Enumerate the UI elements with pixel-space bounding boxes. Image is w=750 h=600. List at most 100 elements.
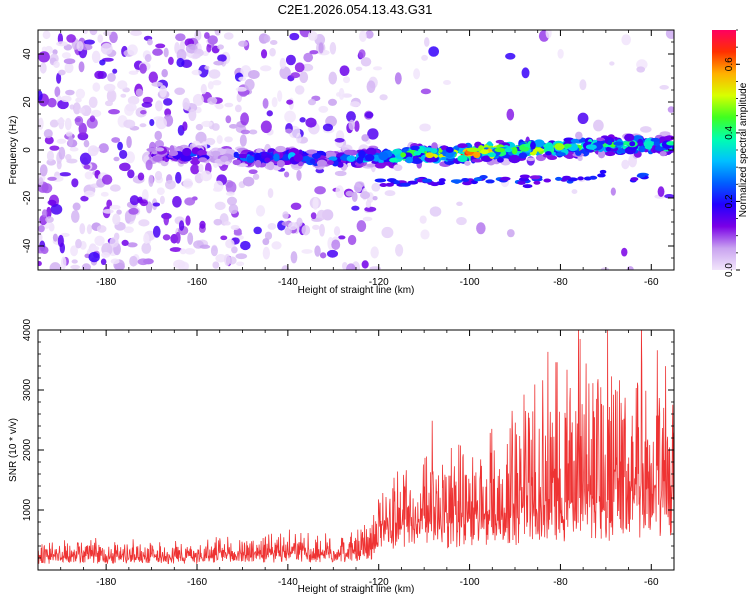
spectrogram-echo-blob <box>636 173 646 178</box>
spectrogram-noise-blob <box>362 216 373 222</box>
spectrogram-noise-blob <box>60 256 67 270</box>
spectrogram-noise-blob <box>217 54 227 62</box>
spectrogram-signal-blob <box>261 151 268 157</box>
spectrogram-noise-blob <box>81 263 91 270</box>
y-tick-label: 2000 <box>22 438 33 461</box>
spectrogram-noise-blob <box>476 222 486 235</box>
spectrogram-signal-blob <box>238 153 247 159</box>
x-tick-label: -80 <box>553 277 568 288</box>
spectrogram-signal-blob <box>410 145 420 151</box>
spectrogram-noise-blob <box>121 239 129 246</box>
x-tick-label: -120 <box>369 577 389 588</box>
spectrogram-noise-blob <box>224 136 233 143</box>
spectrogram-noise-blob <box>354 181 365 188</box>
spectrogram-noise-blob <box>299 117 306 123</box>
spectrogram-noise-blob <box>309 50 319 55</box>
spectrogram-noise-blob <box>110 258 120 264</box>
spectrogram-noise-blob <box>579 79 587 91</box>
spectrogram-noise-blob <box>119 162 131 172</box>
spectrogram-noise-blob <box>234 104 242 113</box>
spectrogram-noise-blob <box>657 186 665 197</box>
spectrogram-echo-blob <box>421 178 433 183</box>
x-tick-label: -140 <box>278 577 298 588</box>
spectrogram-noise-blob <box>318 105 329 113</box>
spectrogram-noise-blob <box>139 63 147 74</box>
spectrogram-noise-blob <box>190 164 200 175</box>
spectrogram-noise-blob <box>327 98 338 106</box>
spectrogram-noise-blob <box>195 131 207 144</box>
spectrogram-noise-blob <box>360 57 372 67</box>
spectrogram-noise-blob <box>116 209 122 215</box>
y-tick-label: 3000 <box>22 378 33 401</box>
spectrogram-echo-blob <box>473 177 483 182</box>
spectrogram-noise-blob <box>97 34 104 43</box>
spectrogram-noise-blob <box>65 153 72 161</box>
spectrogram-noise-blob <box>577 112 589 125</box>
spectrogram-signal-blob <box>306 149 318 155</box>
spectrogram-echo-blob <box>589 175 598 180</box>
spectrogram-signal-blob <box>180 154 192 162</box>
spectrogram-noise-blob <box>365 30 374 39</box>
spectrogram-noise-blob <box>223 221 231 226</box>
spectrogram-signal-blob <box>337 161 344 168</box>
spectrogram-noise-blob <box>600 267 610 270</box>
spectrogram-signal-blob <box>563 143 572 148</box>
spectrogram-noise-blob <box>182 121 188 132</box>
spectrogram-noise-blob <box>155 117 167 130</box>
spectrogram-echo-blob <box>562 175 571 180</box>
spectrogram-noise-blob <box>314 245 321 257</box>
spectrogram-noise-blob <box>640 126 652 133</box>
spectrogram-noise-blob <box>109 184 121 192</box>
spectrogram-noise-blob <box>217 44 224 50</box>
spectrogram-noise-blob <box>305 117 317 128</box>
spectrogram-noise-blob <box>299 71 309 84</box>
spectrogram-signal-blob <box>495 139 505 144</box>
spectrogram-signal-blob <box>473 151 481 159</box>
spectrogram-noise-blob <box>130 30 143 37</box>
spectrogram-noise-blob <box>212 79 222 86</box>
spectrogram-noise-blob <box>267 188 274 199</box>
spectrogram-noise-blob <box>364 206 377 212</box>
spectrogram-noise-blob <box>90 245 100 251</box>
spectrogram-noise-blob <box>72 202 81 211</box>
spectrogram-noise-blob <box>226 196 238 206</box>
spectrogram-noise-blob <box>135 88 144 97</box>
spectrogram-noise-blob <box>58 146 66 160</box>
spectrogram-noise-blob <box>112 213 121 226</box>
spectrogram-noise-blob <box>47 176 57 181</box>
spectrogram-noise-blob <box>421 54 429 61</box>
spectrogram-signal-blob <box>197 149 207 156</box>
spectrogram-signal-blob <box>425 152 434 159</box>
spectrogram-noise-blob <box>182 97 190 111</box>
spectrogram-noise-blob <box>38 232 43 243</box>
spectrogram-noise-blob <box>174 87 186 96</box>
spectrogram-noise-blob <box>233 231 243 236</box>
colorbar-gradient <box>712 30 736 270</box>
spectrogram-signal-blob <box>393 164 403 172</box>
spectrogram-noise-blob <box>312 197 319 210</box>
spectrogram-noise-blob <box>188 108 197 122</box>
spectrogram-noise-blob <box>220 235 228 241</box>
spectrogram-noise-blob <box>238 76 247 82</box>
spectrogram-signal-blob <box>198 157 208 163</box>
spectrogram-y-label: Frequency (Hz) <box>8 116 19 185</box>
spectrogram-noise-blob <box>41 183 53 194</box>
spectrogram-signal-blob <box>496 157 504 163</box>
spectrogram-noise-blob <box>91 147 101 153</box>
spectrogram-noise-blob <box>38 177 44 186</box>
spectrogram-noise-blob <box>140 110 147 115</box>
spectrogram-noise-blob <box>228 203 239 215</box>
spectrogram-noise-blob <box>38 90 43 101</box>
snr-x-label: Height of straight line (km) <box>298 584 415 595</box>
spectrogram-signal-blob <box>346 155 356 162</box>
spectrogram-noise-blob <box>199 220 206 229</box>
spectrogram-noise-blob <box>71 259 78 264</box>
spectrogram-noise-blob <box>96 225 107 233</box>
spectrogram-signal-blob <box>309 158 316 164</box>
spectrogram-noise-blob <box>57 234 64 248</box>
spectrogram-noise-blob <box>148 174 154 187</box>
spectrogram-noise-blob <box>242 176 255 187</box>
spectrogram-noise-blob <box>301 63 314 72</box>
spectrogram-noise-blob <box>175 33 186 42</box>
spectrogram-signal-blob <box>605 146 611 152</box>
